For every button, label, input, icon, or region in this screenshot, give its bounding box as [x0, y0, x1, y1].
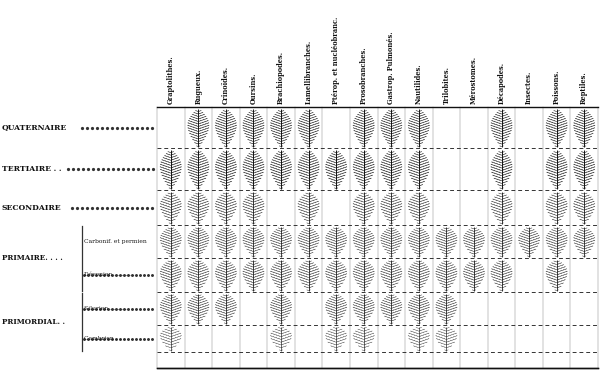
- Text: Lamellibranches.: Lamellibranches.: [305, 40, 313, 104]
- Text: Décapodes.: Décapodes.: [497, 62, 506, 104]
- Text: Carbonif. et permien: Carbonif. et permien: [84, 239, 147, 244]
- Text: Mérostomes.: Mérostomes.: [470, 56, 478, 104]
- Text: Dévonien . . . . . .: Dévonien . . . . . .: [84, 273, 135, 278]
- Text: Trilobites.: Trilobites.: [442, 66, 451, 104]
- Text: Ptérop. et nucléobranc.: Ptérop. et nucléobranc.: [332, 17, 340, 104]
- Text: Crinoïdes.: Crinoïdes.: [222, 66, 230, 104]
- Text: Poissons.: Poissons.: [553, 70, 560, 104]
- Text: Reptiles.: Reptiles.: [580, 71, 588, 104]
- Text: Nautilides.: Nautilides.: [415, 63, 423, 104]
- Text: Insectes.: Insectes.: [525, 71, 533, 104]
- Text: Rugueux.: Rugueux.: [194, 69, 202, 104]
- Text: Cambrien . . . . .: Cambrien . . . . .: [84, 336, 133, 341]
- Text: Prosobranches.: Prosobranches.: [360, 46, 368, 104]
- Text: PRIMORDIAL. .: PRIMORDIAL. .: [2, 318, 65, 326]
- Text: PRIMAIRE. . . .: PRIMAIRE. . . .: [2, 255, 63, 263]
- Text: Graptolithes.: Graptolithes.: [167, 55, 175, 104]
- Text: QUATERNAIRE: QUATERNAIRE: [2, 124, 67, 131]
- Bar: [157, 107, 598, 368]
- Text: Gastrop. Pulmonés.: Gastrop. Pulmonés.: [387, 32, 395, 104]
- Text: SECONDAIRE: SECONDAIRE: [2, 204, 62, 211]
- Text: Oursins.: Oursins.: [250, 73, 257, 104]
- Text: Silurien . . . . .: Silurien . . . . .: [84, 306, 127, 311]
- Text: Brachiopodes.: Brachiopodes.: [277, 51, 285, 104]
- Text: TERTIAIRE . .: TERTIAIRE . .: [2, 165, 62, 173]
